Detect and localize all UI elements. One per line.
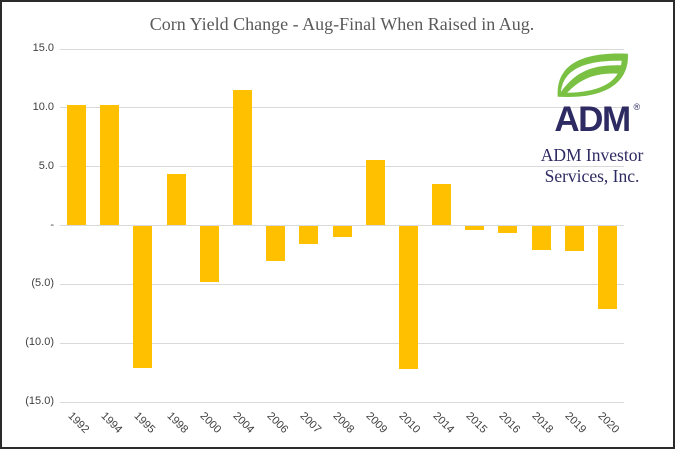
x-axis-tick-label: 2016 bbox=[496, 410, 523, 436]
bar-2004 bbox=[232, 90, 252, 226]
bar-1998 bbox=[166, 173, 186, 226]
logo-caption: ADM Investor Services, Inc. bbox=[520, 145, 664, 187]
x-axis-tick-label: 1995 bbox=[131, 410, 158, 436]
x-axis-tick-label: 2008 bbox=[330, 410, 357, 436]
adm-logo: ADM ® ADM Investor Services, Inc. bbox=[520, 48, 664, 187]
y-axis-tick-label: 10.0 bbox=[32, 100, 54, 113]
gridline bbox=[60, 107, 624, 109]
x-axis-tick-label: 2014 bbox=[430, 410, 456, 436]
adm-logotype: ADM ® bbox=[554, 100, 640, 139]
bar-1994 bbox=[100, 105, 120, 226]
x-axis-tick-label: 2019 bbox=[562, 410, 589, 436]
y-axis-tick-label: 15.0 bbox=[32, 42, 54, 54]
y-axis-tick-label: (15.0) bbox=[25, 395, 54, 407]
bar-2014 bbox=[432, 184, 452, 226]
x-axis-tick-label: 2018 bbox=[529, 410, 556, 436]
adm-brand-text: ADM bbox=[554, 100, 631, 139]
bar-2015 bbox=[465, 225, 485, 231]
y-axis-tick-label: (10.0) bbox=[25, 336, 54, 349]
leaf-icon bbox=[557, 53, 628, 97]
x-axis-tick-label: 2015 bbox=[463, 410, 490, 436]
bar-1995 bbox=[133, 225, 153, 368]
gridline bbox=[60, 401, 624, 403]
x-axis-tick-label: 2007 bbox=[297, 410, 324, 436]
bar-2018 bbox=[531, 225, 551, 251]
logo-caption-line1: ADM Investor bbox=[540, 145, 644, 165]
registered-trademark-icon: ® bbox=[633, 102, 640, 112]
x-axis-tick-label: 2020 bbox=[595, 410, 622, 436]
x-axis-tick-label: 1998 bbox=[164, 410, 191, 436]
x-axis-tick-label: 2000 bbox=[197, 410, 224, 436]
x-axis-tick-label: 2004 bbox=[230, 410, 257, 436]
gridline bbox=[60, 283, 624, 285]
x-axis-tick-label: 1994 bbox=[98, 410, 125, 436]
bar-2020 bbox=[597, 225, 617, 310]
gridline bbox=[60, 166, 624, 168]
gridline bbox=[60, 48, 624, 50]
bar-2010 bbox=[398, 225, 418, 370]
bar-2009 bbox=[365, 159, 385, 226]
gridline bbox=[60, 342, 624, 344]
y-axis-tick-label: 5.0 bbox=[38, 159, 54, 172]
bar-2007 bbox=[299, 225, 319, 245]
bar-2006 bbox=[266, 225, 286, 261]
bar-2000 bbox=[199, 225, 219, 282]
bar-2016 bbox=[498, 225, 518, 233]
bar-2008 bbox=[332, 225, 352, 238]
x-axis-tick-label: 2006 bbox=[264, 410, 290, 436]
logo-caption-line2: Services, Inc. bbox=[544, 166, 640, 186]
bar-2019 bbox=[564, 225, 584, 252]
bar-1992 bbox=[67, 105, 87, 226]
y-axis-tick-label: - bbox=[50, 218, 54, 231]
x-axis-tick-label: 2010 bbox=[396, 410, 423, 436]
y-axis-tick-label: (5.0) bbox=[31, 277, 54, 290]
chart-title: Corn Yield Change - Aug-Final When Raise… bbox=[149, 14, 535, 34]
x-axis-tick-label: 2009 bbox=[363, 410, 390, 436]
x-axis-tick-label: 1992 bbox=[65, 410, 91, 436]
